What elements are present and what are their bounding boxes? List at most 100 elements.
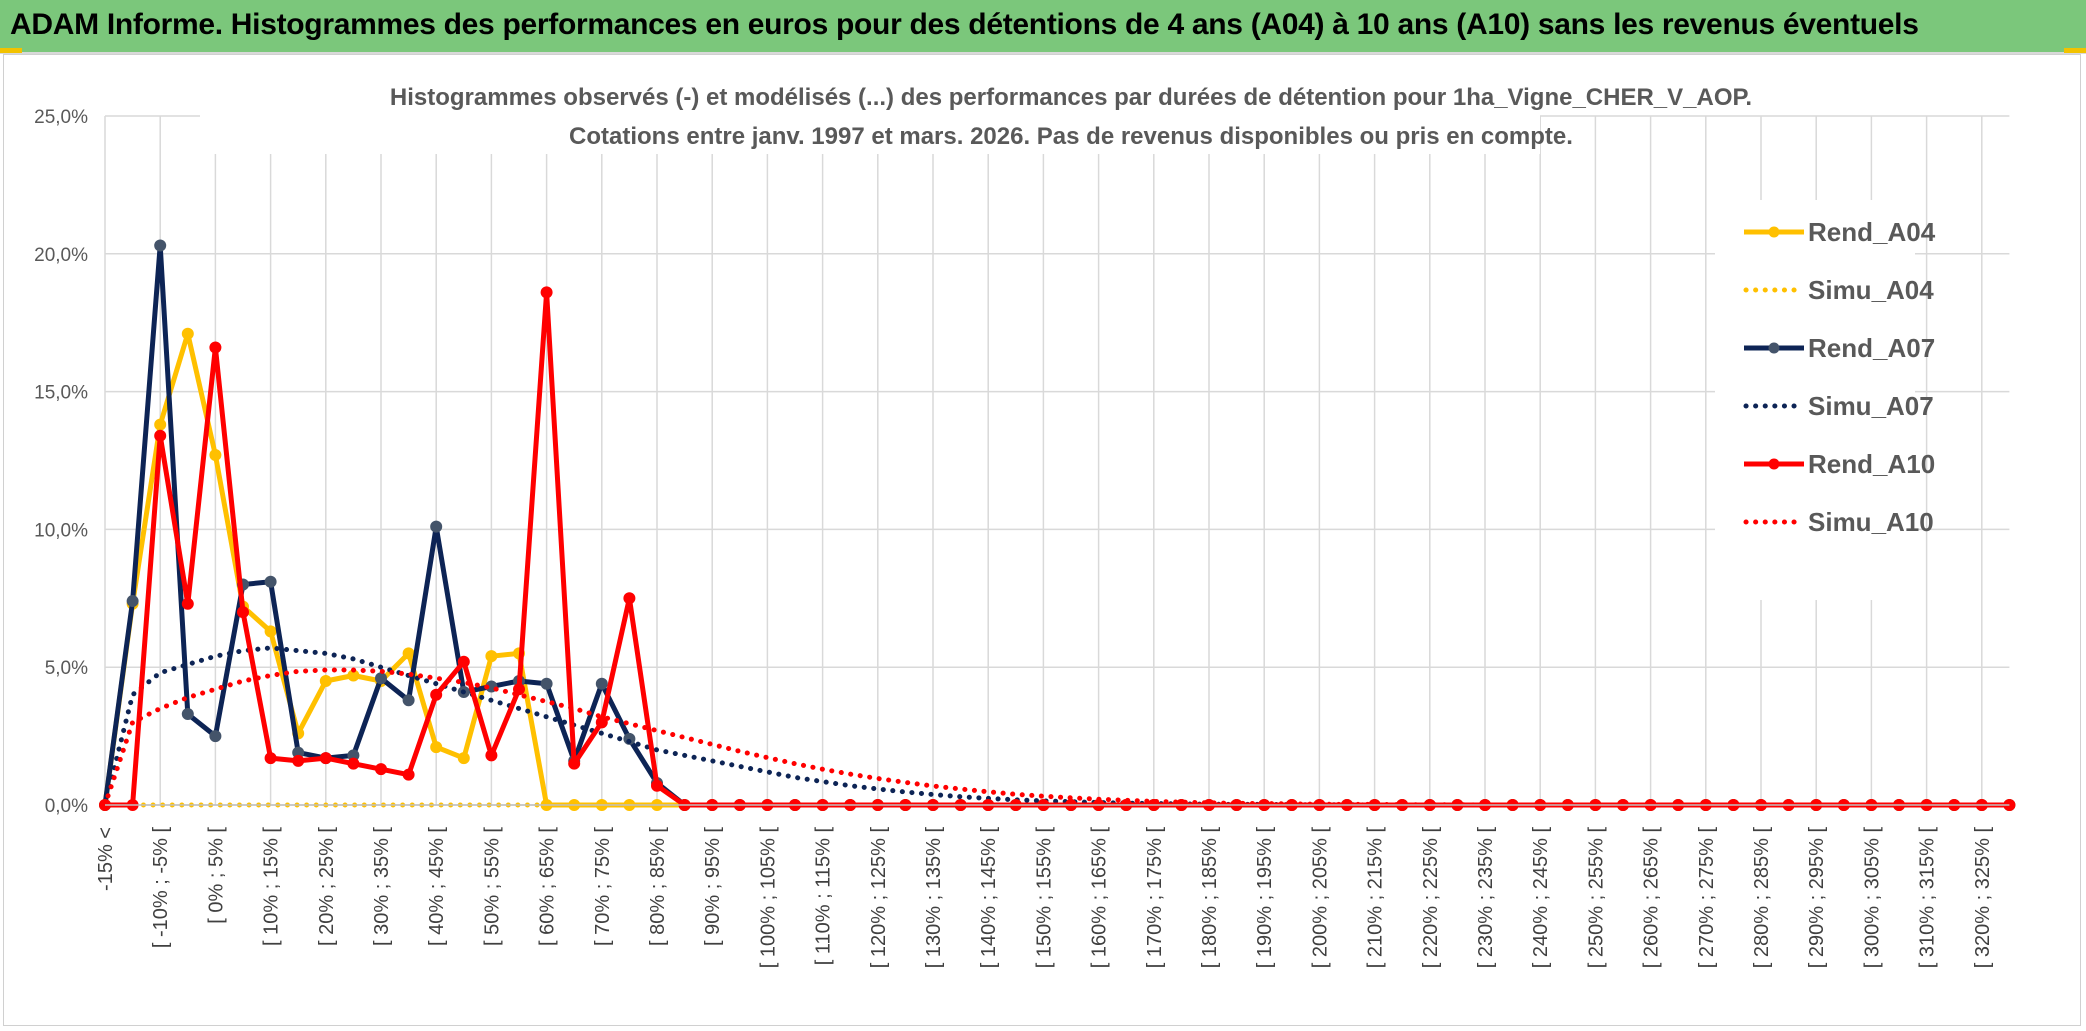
data-point-Rend_A07 <box>126 595 139 608</box>
data-point-Rend_A04 <box>154 418 167 431</box>
data-point-Rend_A10 <box>319 752 332 765</box>
chart-title-block: Histogrammes observés (-) et modélisés (… <box>200 74 1752 154</box>
chart-title: Histogrammes observés (-) et modélisés (… <box>390 84 1752 111</box>
x-tick-label: [ 200% ; 205% [ <box>1309 827 1331 969</box>
chart-legend: Rend_A04 Simu_A04 Rend_A07 Simu_A07 Rend_A10… <box>1715 200 1936 600</box>
x-tick-label: [ 210% ; 215% [ <box>1365 827 1387 969</box>
y-tick-label: 0,0% <box>45 796 88 817</box>
x-tick-label: [ 30% ; 35% [ <box>371 827 393 946</box>
legend-marker-Rend_A10 <box>1768 458 1780 470</box>
corner-accent-left <box>0 48 22 53</box>
data-point-Rend_A10 <box>485 749 498 762</box>
x-tick-label: [ 230% ; 235% [ <box>1475 827 1497 969</box>
x-tick-label: [ 170% ; 175% [ <box>1144 827 1166 969</box>
data-point-Rend_A07 <box>430 520 443 533</box>
axis-layer: 0,0% 5,0% 10,0% 15,0% 20,0% 25,0% -15% < [ -10%… <box>34 107 2010 969</box>
x-tick-label: [ 240% ; 245% [ <box>1530 827 1552 969</box>
data-point-Rend_A10 <box>623 592 636 605</box>
legend-backdrop <box>1715 200 1915 600</box>
legend-label-Rend_A07: Rend_A07 <box>1808 333 1935 363</box>
data-point-Rend_A07 <box>540 677 553 690</box>
x-tick-label: -15% < <box>95 827 117 891</box>
x-tick-label: [ 320% ; 325% [ <box>1972 827 1994 969</box>
data-point-Rend_A10 <box>375 763 387 776</box>
x-tick-label: [ 220% ; 225% [ <box>1420 827 1442 969</box>
data-point-Rend_A10 <box>154 429 167 442</box>
y-tick-label: 5,0% <box>45 658 88 679</box>
report-banner: ADAM Informe. Histogrammes des performan… <box>0 0 2086 54</box>
data-point-Rend_A10 <box>209 341 222 354</box>
data-point-Rend_A04 <box>209 448 222 461</box>
x-tick-label: [ 180% ; 185% [ <box>1199 827 1221 969</box>
data-point-Rend_A07 <box>264 575 277 588</box>
x-tick-label: [ 160% ; 165% [ <box>1089 827 1111 969</box>
legend-label-Simu_A07: Simu_A07 <box>1808 391 1934 421</box>
x-tick-label: [ 110% ; 115% [ <box>813 827 835 966</box>
x-tick-label: [ 100% ; 105% [ <box>757 827 779 969</box>
data-point-Rend_A07 <box>595 677 608 690</box>
x-tick-label: [ 80% ; 85% [ <box>647 827 669 946</box>
data-point-Rend_A04 <box>485 650 498 663</box>
data-point-Rend_A07 <box>209 730 222 743</box>
data-point-Rend_A07 <box>154 239 167 252</box>
x-tick-label: [ 150% ; 155% [ <box>1033 827 1055 969</box>
series-line-Simu_A07 <box>102 645 2012 808</box>
x-tick-label: [ 0% ; 5% [ <box>205 827 227 924</box>
legend-label-Simu_A04: Simu_A04 <box>1808 275 1934 305</box>
legend-marker-Rend_A04 <box>1768 226 1780 238</box>
data-point-Rend_A10 <box>651 779 663 792</box>
report-title: ADAM Informe. Histogrammes des performan… <box>10 8 1919 41</box>
x-tick-label: [ 10% ; 15% [ <box>261 827 283 946</box>
x-tick-label: [ 70% ; 75% [ <box>592 827 614 946</box>
x-tick-label: [ 290% ; 295% [ <box>1806 827 1828 969</box>
legend-label-Simu_A10: Simu_A10 <box>1808 507 1934 537</box>
data-point-Rend_A04 <box>181 327 194 340</box>
x-tick-label: [ 130% ; 135% [ <box>923 827 945 969</box>
x-tick-label: [ 300% ; 305% [ <box>1861 827 1883 969</box>
x-tick-label: [ -10% ; -5% [ <box>150 827 172 949</box>
x-tick-label: [ 280% ; 285% [ <box>1751 827 1773 969</box>
data-point-Rend_A10 <box>292 754 305 767</box>
chart-area: Histogrammes observés (-) et modélisés (… <box>0 52 2086 1031</box>
x-tick-label: [ 40% ; 45% [ <box>426 827 448 946</box>
x-tick-label: [ 60% ; 65% [ <box>537 827 559 946</box>
grid-layer <box>104 115 2010 806</box>
x-tick-label: [ 190% ; 195% [ <box>1254 827 1276 969</box>
x-tick-label: [ 120% ; 125% [ <box>868 827 890 969</box>
data-point-Rend_A10 <box>568 757 581 770</box>
y-tick-label: 25,0% <box>34 107 88 128</box>
data-point-Rend_A04 <box>264 625 277 638</box>
data-point-Rend_A04 <box>402 647 415 660</box>
data-point-Rend_A04 <box>457 752 470 765</box>
data-point-Rend_A10 <box>181 597 194 610</box>
title-backdrop <box>200 74 1540 154</box>
data-point-Rend_A10 <box>347 757 360 770</box>
data-point-Rend_A07 <box>402 694 415 707</box>
x-tick-label: [ 270% ; 275% [ <box>1696 827 1718 969</box>
data-point-Rend_A07 <box>181 708 194 721</box>
data-point-Rend_A10 <box>402 768 415 781</box>
y-tick-label: 15,0% <box>34 383 88 404</box>
data-point-Rend_A04 <box>319 674 332 687</box>
data-point-Rend_A10 <box>595 716 608 729</box>
legend-label-Rend_A10: Rend_A10 <box>1808 449 1935 479</box>
legend-marker-Rend_A07 <box>1768 342 1780 354</box>
y-tick-label: 20,0% <box>34 245 88 266</box>
chart-subtitle: Cotations entre janv. 1997 et mars. 2026… <box>569 123 1573 150</box>
data-point-Rend_A07 <box>375 672 387 685</box>
data-point-Rend_A10 <box>264 752 277 765</box>
x-tick-label: [ 20% ; 25% [ <box>316 827 338 946</box>
data-point-Rend_A04 <box>430 741 443 754</box>
x-tick-label: [ 250% ; 255% [ <box>1585 827 1607 969</box>
series-line-Simu_A10 <box>102 667 2012 808</box>
data-point-Rend_A10 <box>237 606 249 619</box>
x-tick-label: [ 140% ; 145% [ <box>978 827 1000 969</box>
corner-accent-right <box>2064 48 2086 53</box>
data-point-Rend_A10 <box>540 286 553 299</box>
data-point-Rend_A10 <box>430 688 443 701</box>
data-point-Rend_A10 <box>457 655 470 668</box>
y-tick-label: 10,0% <box>34 520 88 541</box>
x-tick-label: [ 90% ; 95% [ <box>702 827 724 946</box>
x-tick-label: [ 260% ; 265% [ <box>1641 827 1663 969</box>
legend-label-Rend_A04: Rend_A04 <box>1808 217 1936 247</box>
